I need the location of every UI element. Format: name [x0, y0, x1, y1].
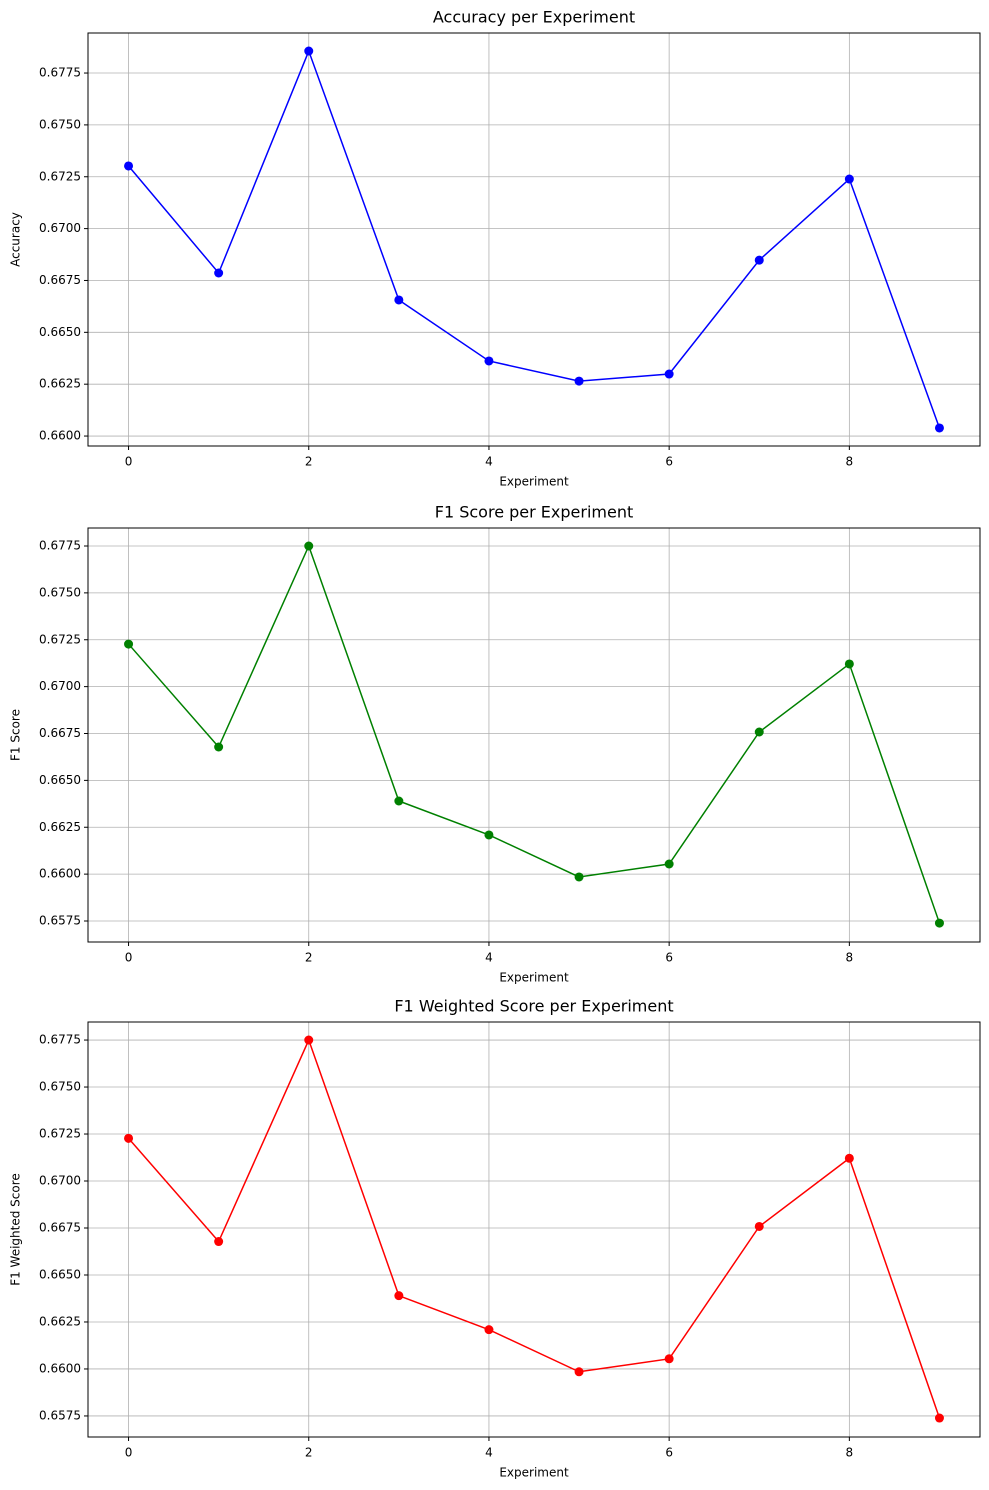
- x-tick-label: 6: [665, 1446, 673, 1460]
- data-point: [124, 1133, 134, 1143]
- y-tick-label: 0.6650: [39, 325, 81, 339]
- y-tick-label: 0.6675: [39, 726, 81, 740]
- chart-title: F1 Score per Experiment: [435, 503, 633, 522]
- data-point: [304, 46, 314, 56]
- y-tick-label: 0.6625: [39, 820, 81, 834]
- data-point: [214, 1237, 224, 1247]
- x-tick-label: 4: [485, 455, 493, 469]
- plot-frame: [87, 527, 981, 943]
- y-tick-label: 0.6600: [39, 429, 81, 443]
- y-tick-label: 0.6625: [39, 377, 81, 391]
- x-tick-label: 8: [846, 1446, 854, 1460]
- y-axis-label: F1 Weighted Score: [9, 1173, 23, 1286]
- x-axis-label: Experiment: [499, 971, 569, 985]
- y-tick-label: 0.6650: [39, 1267, 81, 1281]
- data-point: [484, 830, 494, 840]
- x-tick-label: 6: [665, 455, 673, 469]
- y-tick-label: 0.6650: [39, 773, 81, 787]
- x-tick-label: 4: [485, 1446, 493, 1460]
- y-tick-label: 0.6775: [39, 1033, 81, 1047]
- y-tick-label: 0.6600: [39, 1361, 81, 1375]
- x-axis-label: Experiment: [499, 475, 569, 489]
- data-point: [754, 255, 764, 265]
- data-point: [574, 376, 584, 386]
- x-tick-label: 4: [485, 951, 493, 965]
- data-point: [844, 1153, 854, 1163]
- data-point: [754, 1221, 764, 1231]
- chart-title: F1 Weighted Score per Experiment: [394, 997, 673, 1016]
- data-point: [574, 1367, 584, 1377]
- y-axis-label: Accuracy: [9, 212, 23, 267]
- data-point: [394, 796, 404, 806]
- plot-frame: [87, 32, 981, 447]
- data-point: [664, 859, 674, 869]
- y-tick-label: 0.6725: [39, 632, 81, 646]
- x-tick-label: 0: [125, 1446, 133, 1460]
- data-point: [124, 639, 134, 649]
- y-tick-label: 0.6675: [39, 273, 81, 287]
- y-tick-label: 0.6625: [39, 1314, 81, 1328]
- data-point: [484, 1325, 494, 1335]
- data-point: [934, 423, 944, 433]
- y-tick-label: 0.6725: [39, 169, 81, 183]
- data-point: [394, 1291, 404, 1301]
- data-point: [394, 295, 404, 305]
- y-tick-label: 0.6750: [39, 117, 81, 131]
- y-tick-label: 0.6600: [39, 867, 81, 881]
- y-tick-label: 0.6775: [39, 66, 81, 80]
- data-point: [574, 872, 584, 882]
- y-tick-label: 0.6725: [39, 1127, 81, 1141]
- data-line: [127, 1038, 941, 1419]
- data-point: [214, 742, 224, 752]
- data-point: [844, 659, 854, 669]
- x-tick-label: 8: [846, 951, 854, 965]
- y-tick-label: 0.6700: [39, 679, 81, 693]
- x-tick-label: 2: [305, 455, 313, 469]
- data-point: [304, 541, 314, 551]
- x-tick-label: 2: [305, 1446, 313, 1460]
- data-point: [664, 1354, 674, 1364]
- data-point: [484, 356, 494, 366]
- y-tick-label: 0.6700: [39, 1174, 81, 1188]
- x-tick-label: 8: [846, 455, 854, 469]
- data-point: [664, 369, 674, 379]
- y-tick-label: 0.6575: [39, 914, 81, 928]
- data-line: [127, 48, 941, 429]
- x-axis-label: Experiment: [499, 1466, 569, 1480]
- x-tick-label: 0: [125, 455, 133, 469]
- data-point: [844, 174, 854, 184]
- data-line: [127, 543, 941, 924]
- data-point: [754, 727, 764, 737]
- data-point: [304, 1035, 314, 1045]
- x-tick-label: 0: [125, 951, 133, 965]
- y-tick-label: 0.6575: [39, 1408, 81, 1422]
- plot-frame: [87, 1021, 981, 1438]
- y-axis-label: F1 Score: [9, 709, 23, 761]
- x-tick-label: 2: [305, 951, 313, 965]
- data-point: [124, 161, 134, 171]
- y-tick-label: 0.6750: [39, 1080, 81, 1094]
- y-tick-label: 0.6750: [39, 585, 81, 599]
- y-tick-label: 0.6700: [39, 221, 81, 235]
- data-point: [934, 918, 944, 928]
- y-tick-label: 0.6775: [39, 539, 81, 553]
- chart-title: Accuracy per Experiment: [433, 8, 635, 27]
- x-tick-label: 6: [665, 951, 673, 965]
- data-point: [214, 268, 224, 278]
- y-tick-label: 0.6675: [39, 1220, 81, 1234]
- data-point: [934, 1413, 944, 1423]
